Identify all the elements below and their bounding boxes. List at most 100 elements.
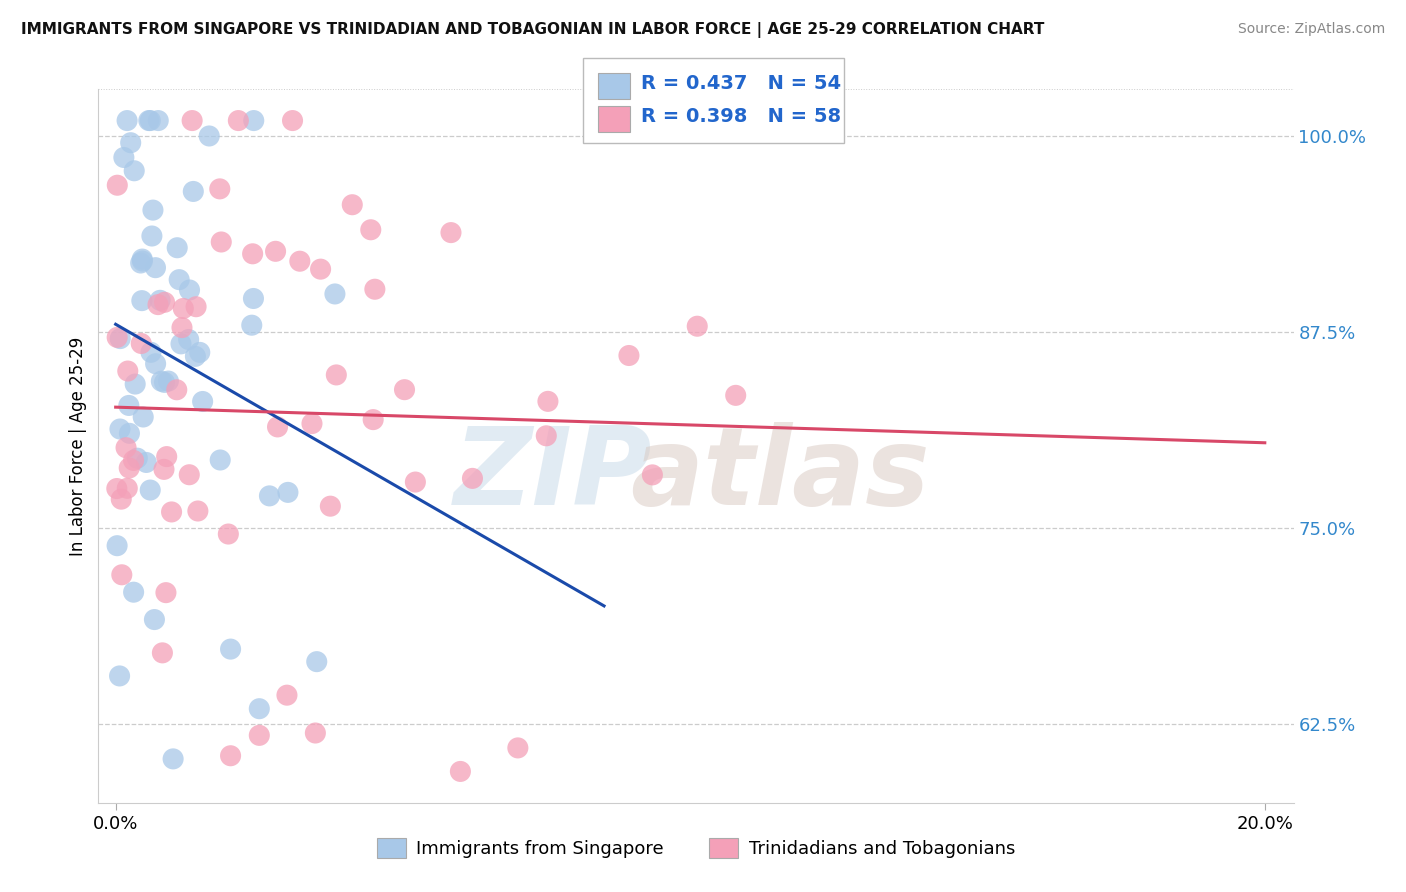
Point bbox=[117, 481, 139, 495]
Point bbox=[264, 244, 287, 259]
Point bbox=[145, 357, 167, 371]
Point bbox=[187, 504, 209, 518]
Point bbox=[135, 455, 157, 469]
Point bbox=[118, 399, 141, 413]
Point bbox=[118, 461, 141, 475]
Point bbox=[124, 377, 146, 392]
Point bbox=[228, 113, 250, 128]
Point bbox=[110, 492, 132, 507]
Point bbox=[145, 260, 167, 275]
Point bbox=[105, 482, 128, 496]
Point bbox=[129, 256, 152, 270]
Point bbox=[184, 350, 207, 364]
Point bbox=[181, 185, 204, 199]
Point bbox=[219, 642, 242, 657]
Point bbox=[172, 301, 194, 316]
Point bbox=[536, 429, 558, 443]
Point bbox=[247, 702, 270, 716]
Point bbox=[160, 505, 183, 519]
Point bbox=[305, 655, 328, 669]
Point bbox=[139, 483, 162, 497]
Point bbox=[209, 453, 232, 467]
Point bbox=[394, 383, 416, 397]
Point bbox=[288, 254, 311, 268]
Point bbox=[440, 226, 463, 240]
Point bbox=[157, 374, 180, 388]
Point bbox=[155, 585, 177, 599]
Point bbox=[276, 688, 298, 702]
Point bbox=[129, 336, 152, 351]
Point bbox=[153, 462, 176, 476]
Point bbox=[242, 292, 264, 306]
Point bbox=[105, 178, 128, 193]
Text: ZIP: ZIP bbox=[453, 422, 652, 527]
Point bbox=[170, 336, 193, 351]
Point bbox=[219, 748, 242, 763]
Point bbox=[115, 113, 138, 128]
Point bbox=[122, 163, 145, 178]
Point bbox=[686, 319, 709, 334]
Text: R = 0.398   N = 58: R = 0.398 N = 58 bbox=[641, 107, 841, 126]
Point bbox=[325, 368, 347, 382]
Point bbox=[506, 740, 529, 755]
Point bbox=[537, 394, 560, 409]
Text: IMMIGRANTS FROM SINGAPORE VS TRINIDADIAN AND TOBAGONIAN IN LABOR FORCE | AGE 25-: IMMIGRANTS FROM SINGAPORE VS TRINIDADIAN… bbox=[21, 22, 1045, 38]
Point bbox=[364, 282, 387, 296]
Point bbox=[131, 252, 153, 266]
Point bbox=[240, 318, 263, 333]
Point bbox=[138, 113, 160, 128]
Point bbox=[319, 499, 342, 513]
Point bbox=[146, 297, 169, 311]
Text: R = 0.437   N = 54: R = 0.437 N = 54 bbox=[641, 74, 841, 93]
Point bbox=[724, 388, 747, 402]
Point bbox=[242, 113, 264, 128]
Point bbox=[167, 273, 190, 287]
Point bbox=[112, 151, 135, 165]
Point bbox=[166, 383, 188, 397]
Point bbox=[153, 295, 176, 310]
Point bbox=[105, 330, 128, 344]
Point bbox=[162, 752, 184, 766]
Point bbox=[177, 333, 200, 347]
Point bbox=[304, 726, 326, 740]
Point bbox=[247, 728, 270, 742]
Point bbox=[301, 417, 323, 431]
Point bbox=[277, 485, 299, 500]
Point bbox=[198, 128, 221, 143]
Point bbox=[141, 229, 163, 244]
Point bbox=[360, 223, 382, 237]
Point bbox=[361, 412, 384, 426]
Point bbox=[118, 426, 141, 441]
Point bbox=[641, 467, 664, 482]
Point bbox=[127, 451, 149, 466]
Point bbox=[105, 539, 128, 553]
Text: Source: ZipAtlas.com: Source: ZipAtlas.com bbox=[1237, 22, 1385, 37]
Point bbox=[110, 332, 132, 346]
Point bbox=[179, 467, 201, 482]
Point bbox=[179, 283, 201, 297]
Point bbox=[181, 113, 204, 128]
Point bbox=[209, 235, 232, 249]
Point bbox=[153, 376, 176, 390]
Point bbox=[259, 489, 281, 503]
Point bbox=[139, 345, 162, 359]
Y-axis label: In Labor Force | Age 25-29: In Labor Force | Age 25-29 bbox=[69, 336, 87, 556]
Point bbox=[188, 345, 211, 359]
Point bbox=[122, 453, 145, 467]
Point bbox=[152, 646, 174, 660]
Point bbox=[139, 113, 162, 128]
Point bbox=[120, 136, 142, 150]
Point bbox=[156, 450, 179, 464]
Point bbox=[150, 374, 173, 388]
Point bbox=[323, 287, 346, 301]
Point bbox=[122, 585, 145, 599]
Point bbox=[449, 764, 471, 779]
Point bbox=[191, 394, 214, 409]
Point bbox=[117, 364, 139, 378]
Point bbox=[131, 293, 153, 308]
Point bbox=[208, 182, 231, 196]
Point bbox=[170, 320, 193, 334]
Point bbox=[108, 422, 131, 436]
Point bbox=[617, 349, 640, 363]
Point bbox=[148, 113, 170, 128]
